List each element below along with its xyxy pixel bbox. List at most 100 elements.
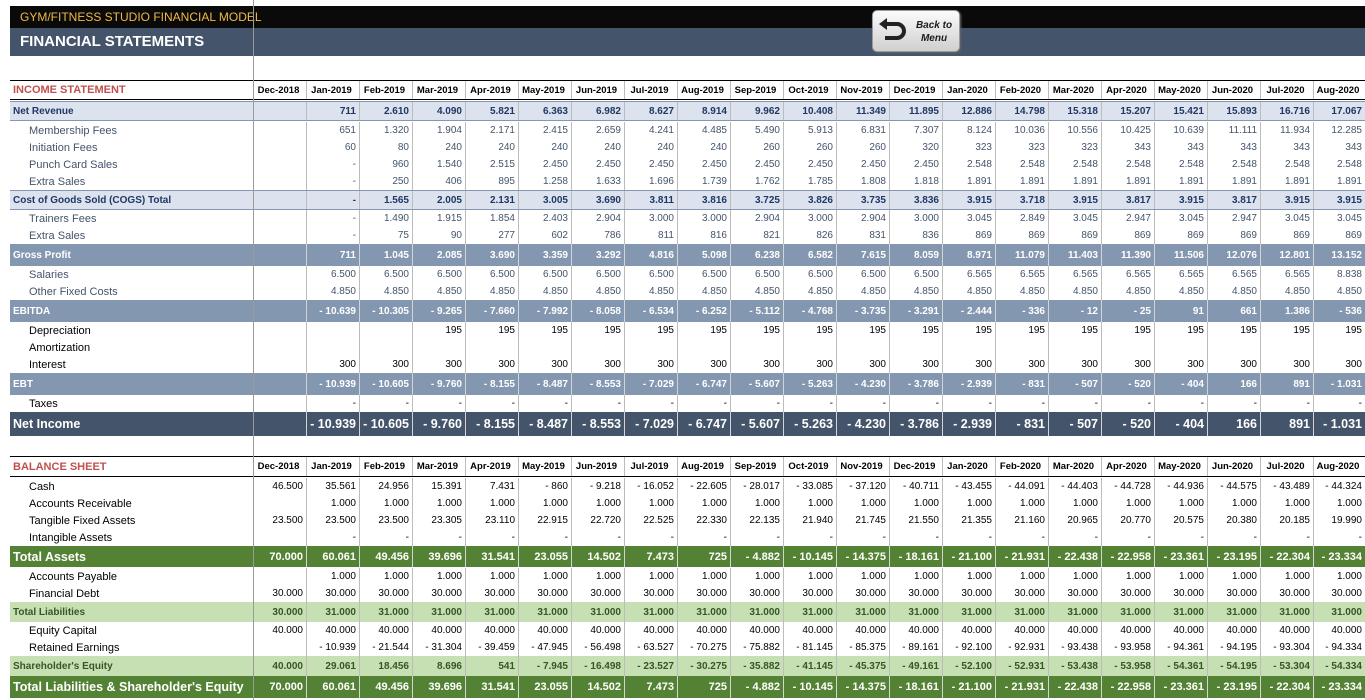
cell[interactable]: Mar-2019 bbox=[412, 457, 465, 476]
cell[interactable]: 2.450 bbox=[889, 156, 942, 173]
cell[interactable]: 15.207 bbox=[1101, 102, 1154, 120]
cell[interactable]: - 8.155 bbox=[465, 373, 518, 395]
cell[interactable]: 6.500 bbox=[889, 266, 942, 283]
cell[interactable]: 31.000 bbox=[359, 602, 412, 622]
cell[interactable]: - bbox=[518, 529, 571, 546]
cell[interactable]: - 21.100 bbox=[942, 676, 995, 698]
cell[interactable]: - 10.145 bbox=[783, 546, 836, 567]
cell[interactable]: 11.079 bbox=[995, 244, 1048, 266]
cell[interactable]: - 35.882 bbox=[730, 656, 783, 676]
cell[interactable]: - bbox=[995, 529, 1048, 546]
cell[interactable] bbox=[253, 395, 306, 412]
cell[interactable]: 6.500 bbox=[465, 266, 518, 283]
cell[interactable]: - 507 bbox=[1048, 373, 1101, 395]
cell[interactable]: 3.000 bbox=[677, 210, 730, 227]
cell[interactable]: - 507 bbox=[1048, 412, 1101, 436]
cell[interactable]: 300 bbox=[730, 356, 783, 373]
cell[interactable]: 6.565 bbox=[1207, 266, 1260, 283]
cell[interactable]: 1.045 bbox=[359, 244, 412, 266]
cell[interactable]: - 40.711 bbox=[889, 478, 942, 495]
cell[interactable]: 30.000 bbox=[253, 602, 306, 622]
cell[interactable]: 6.500 bbox=[571, 266, 624, 283]
cell[interactable]: 1.000 bbox=[889, 495, 942, 512]
cell[interactable]: Jan-2020 bbox=[942, 81, 995, 99]
cell[interactable]: 1.891 bbox=[995, 173, 1048, 190]
row-label[interactable]: INCOME STATEMENT bbox=[10, 81, 253, 99]
cell[interactable]: 869 bbox=[1313, 227, 1365, 244]
cell[interactable]: 8.124 bbox=[942, 122, 995, 139]
cell[interactable]: 21.940 bbox=[783, 512, 836, 529]
cell[interactable]: 6.500 bbox=[359, 266, 412, 283]
cell[interactable]: - 39.459 bbox=[465, 639, 518, 656]
cell[interactable]: - bbox=[1313, 395, 1365, 412]
cell[interactable]: 240 bbox=[571, 139, 624, 156]
cell[interactable]: - bbox=[677, 529, 730, 546]
row-label[interactable]: Membership Fees bbox=[10, 122, 253, 139]
cell[interactable]: Jul-2019 bbox=[624, 457, 677, 476]
cell[interactable]: Mar-2019 bbox=[412, 81, 465, 99]
cell[interactable]: 23.055 bbox=[518, 546, 571, 567]
cell[interactable]: 3.915 bbox=[1048, 191, 1101, 209]
cell[interactable]: - 89.161 bbox=[889, 639, 942, 656]
cell[interactable]: - bbox=[836, 395, 889, 412]
cell[interactable]: - bbox=[412, 395, 465, 412]
cell[interactable]: 4.850 bbox=[730, 283, 783, 300]
cell[interactable]: 711 bbox=[306, 244, 359, 266]
cell[interactable]: 70.000 bbox=[253, 546, 306, 567]
cell[interactable]: - 5.607 bbox=[730, 412, 783, 436]
cell[interactable]: 3.725 bbox=[730, 191, 783, 209]
cell[interactable]: 195 bbox=[1313, 322, 1365, 339]
cell[interactable]: 23.305 bbox=[412, 512, 465, 529]
cell[interactable]: - 1.031 bbox=[1313, 373, 1365, 395]
cell[interactable]: 10.556 bbox=[1048, 122, 1101, 139]
cell[interactable]: 1.000 bbox=[995, 568, 1048, 585]
cell[interactable]: 195 bbox=[730, 322, 783, 339]
cell[interactable]: 3.915 bbox=[1313, 191, 1365, 209]
cell[interactable]: 2.085 bbox=[412, 244, 465, 266]
cell[interactable]: - 18.161 bbox=[889, 546, 942, 567]
cell[interactable]: 40.000 bbox=[836, 622, 889, 639]
cell[interactable]: - 2.939 bbox=[942, 412, 995, 436]
cell[interactable]: Jul-2020 bbox=[1260, 457, 1313, 476]
cell[interactable]: 1.000 bbox=[995, 495, 1048, 512]
cell[interactable]: 12.285 bbox=[1313, 122, 1365, 139]
cell[interactable]: 20.185 bbox=[1260, 512, 1313, 529]
row-label[interactable]: Cash bbox=[10, 478, 253, 495]
cell[interactable]: 4.850 bbox=[306, 283, 359, 300]
cell[interactable]: - bbox=[889, 395, 942, 412]
cell[interactable]: Apr-2019 bbox=[465, 457, 518, 476]
cell[interactable]: 195 bbox=[1101, 322, 1154, 339]
cell[interactable]: 1.000 bbox=[730, 495, 783, 512]
cell[interactable]: - bbox=[1207, 395, 1260, 412]
cell[interactable]: 6.565 bbox=[1154, 266, 1207, 283]
cell[interactable]: - 9.218 bbox=[571, 478, 624, 495]
cell[interactable]: 1.000 bbox=[677, 495, 730, 512]
cell[interactable]: 3.292 bbox=[571, 244, 624, 266]
cell[interactable] bbox=[253, 322, 306, 339]
cell[interactable]: 869 bbox=[1154, 227, 1207, 244]
cell[interactable] bbox=[1260, 339, 1313, 356]
row-label[interactable]: EBITDA bbox=[10, 300, 253, 322]
cell[interactable]: 40.000 bbox=[253, 622, 306, 639]
cell[interactable]: - 44.575 bbox=[1207, 478, 1260, 495]
cell[interactable]: 22.135 bbox=[730, 512, 783, 529]
cell[interactable]: - 4.882 bbox=[730, 676, 783, 698]
cell[interactable]: 31.000 bbox=[1207, 602, 1260, 622]
cell[interactable]: 11.506 bbox=[1154, 244, 1207, 266]
cell[interactable]: Mar-2020 bbox=[1048, 457, 1101, 476]
cell[interactable]: 9.962 bbox=[730, 102, 783, 120]
cell[interactable]: - 10.939 bbox=[306, 639, 359, 656]
cell[interactable]: 1.540 bbox=[412, 156, 465, 173]
cell[interactable]: 300 bbox=[306, 356, 359, 373]
cell[interactable]: 725 bbox=[677, 676, 730, 698]
cell[interactable]: 260 bbox=[730, 139, 783, 156]
cell[interactable] bbox=[359, 322, 412, 339]
cell[interactable]: 40.000 bbox=[518, 622, 571, 639]
cell[interactable]: 300 bbox=[518, 356, 571, 373]
cell[interactable]: - bbox=[359, 529, 412, 546]
cell[interactable]: 4.850 bbox=[995, 283, 1048, 300]
cell[interactable]: 821 bbox=[730, 227, 783, 244]
cell[interactable]: 10.036 bbox=[995, 122, 1048, 139]
cell[interactable]: 30.000 bbox=[412, 585, 465, 602]
cell[interactable]: - 6.252 bbox=[677, 300, 730, 322]
